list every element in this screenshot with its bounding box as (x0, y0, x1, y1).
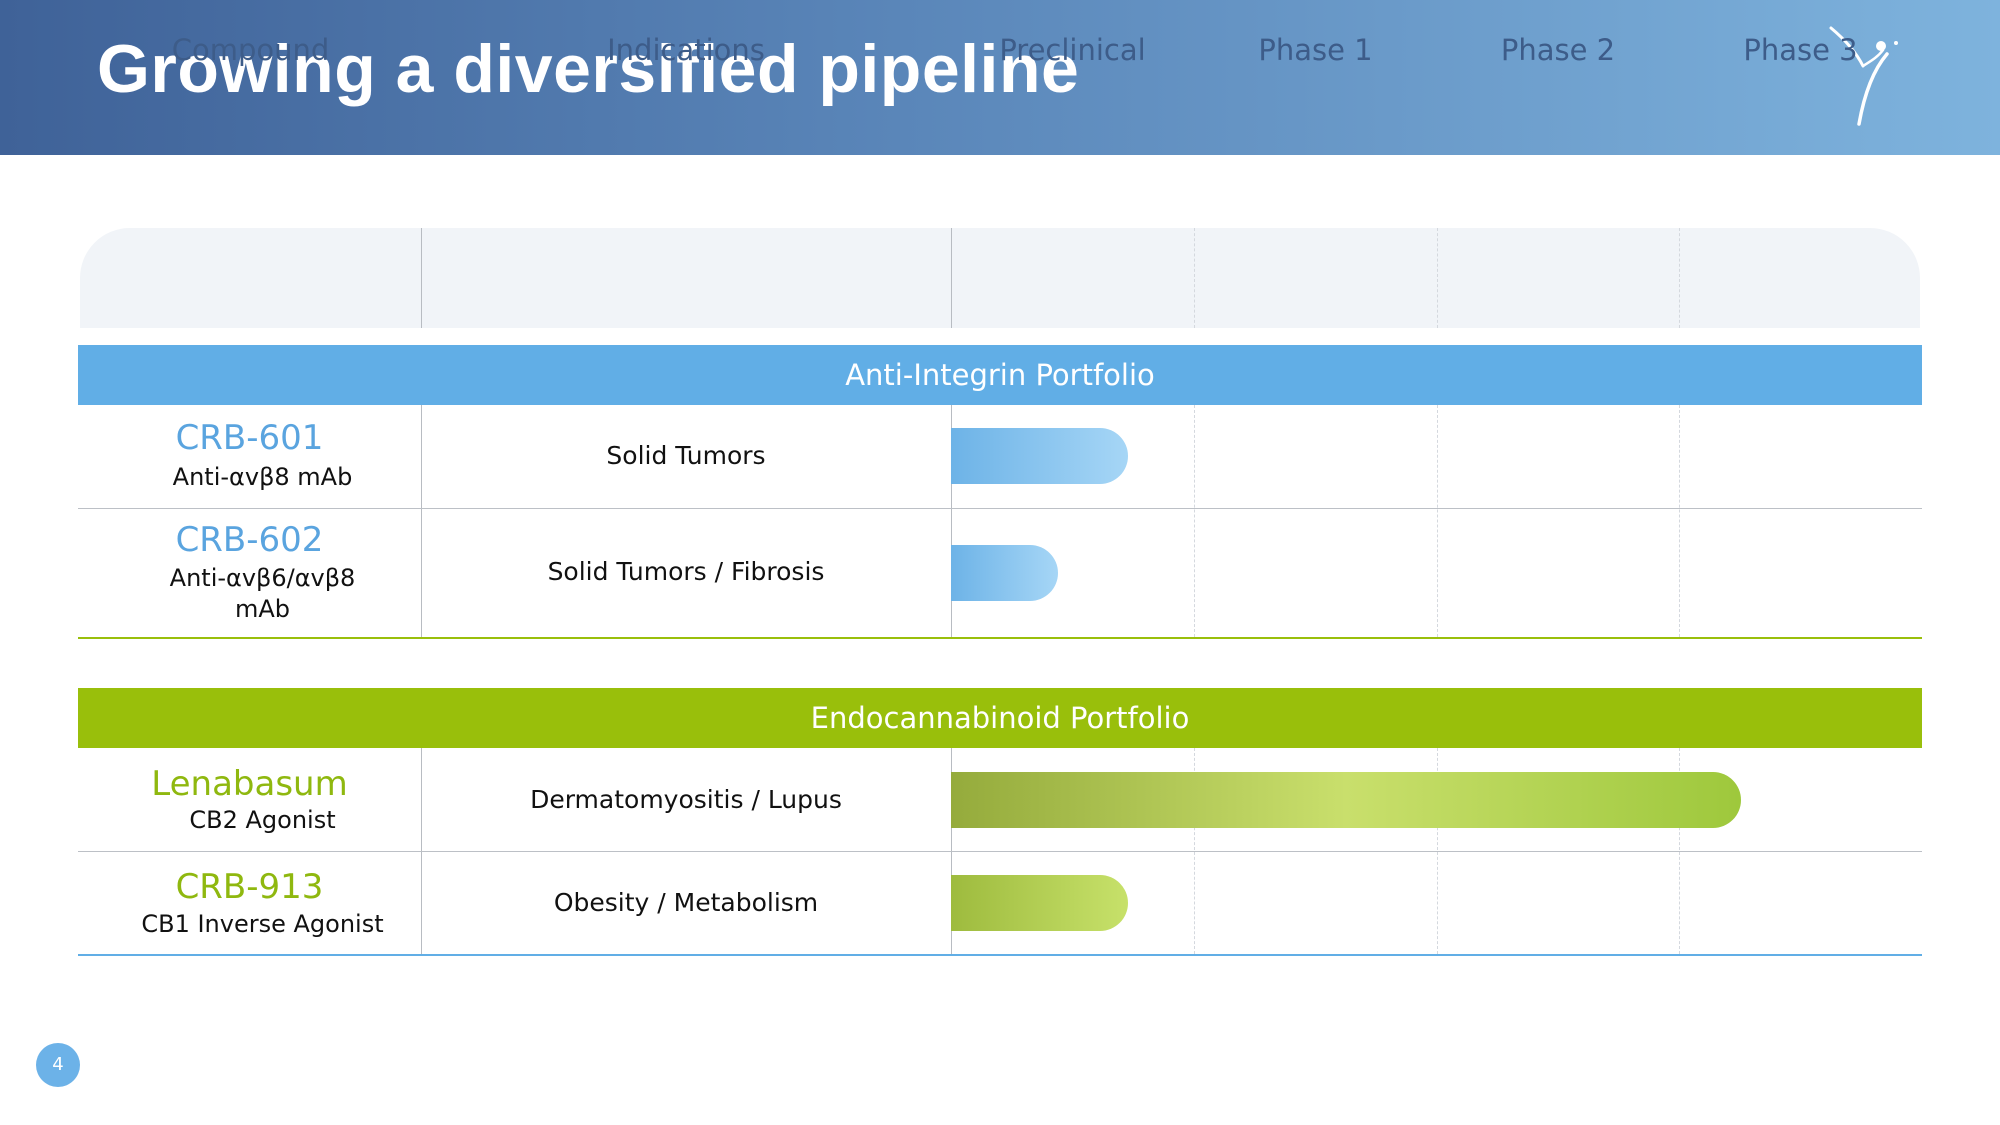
phase-divider (1194, 405, 1195, 637)
row-divider (78, 508, 1922, 509)
header-banner: Growing a diversified pipeline (0, 0, 2000, 155)
portfolio-header-endocannabinoid: Endocannabinoid Portfolio (78, 688, 1922, 748)
column-header-compound: Compound (171, 33, 330, 67)
company-logo-icon (1829, 26, 1898, 126)
indication-crb-601: Solid Tumors (606, 441, 766, 470)
portfolio-header-anti-integrin: Anti-Integrin Portfolio (78, 345, 1922, 405)
phase-divider (1437, 228, 1438, 328)
indication-lenabasum: Dermatomyositis / Lupus (530, 785, 842, 814)
compound-subtitle-lenabasum: CB2 Agonist (189, 806, 336, 834)
column-divider (951, 405, 952, 637)
phase-divider (1679, 405, 1680, 637)
progress-bar-crb-601 (951, 428, 1128, 484)
column-divider (421, 405, 422, 637)
compound-subtitle-crb-602-line2: mAb (234, 595, 291, 623)
row-divider (78, 851, 1922, 852)
column-header-indications: Indications (607, 33, 765, 67)
page-number-badge: 4 (36, 1043, 80, 1087)
indication-crb-602: Solid Tumors / Fibrosis (547, 557, 825, 586)
compound-name-lenabasum: Lenabasum (151, 764, 348, 804)
table-header (80, 228, 1920, 328)
progress-bar-crb-913 (951, 875, 1128, 931)
phase-divider (1437, 405, 1438, 637)
compound-name-crb-601: CRB-601 (175, 418, 324, 458)
compound-name-crb-602: CRB-602 (175, 520, 324, 560)
phase-divider (1194, 228, 1195, 328)
progress-bar-crb-602 (951, 545, 1058, 601)
progress-bar-lenabasum (951, 772, 1741, 828)
compound-subtitle-crb-602-line1: Anti-αvβ6/αvβ8 (169, 564, 356, 592)
compound-name-crb-913: CRB-913 (175, 867, 324, 907)
compound-subtitle-crb-913: CB1 Inverse Agonist (141, 910, 384, 938)
indication-crb-913: Obesity / Metabolism (553, 888, 819, 917)
column-header-phase-2: Phase 2 (1500, 33, 1616, 67)
section-divider (78, 637, 1922, 639)
column-divider (951, 228, 952, 328)
column-header-preclinical: Preclinical (999, 33, 1146, 67)
column-header-phase-1: Phase 1 (1258, 33, 1373, 67)
compound-subtitle-crb-601: Anti-αvβ8 mAb (172, 463, 353, 491)
page-title: Growing a diversified pipeline (97, 31, 1080, 107)
table-bottom-border (78, 954, 1922, 956)
column-header-phase-3: Phase 3 (1743, 33, 1858, 67)
phase-divider (1679, 228, 1680, 328)
column-divider (421, 228, 422, 328)
